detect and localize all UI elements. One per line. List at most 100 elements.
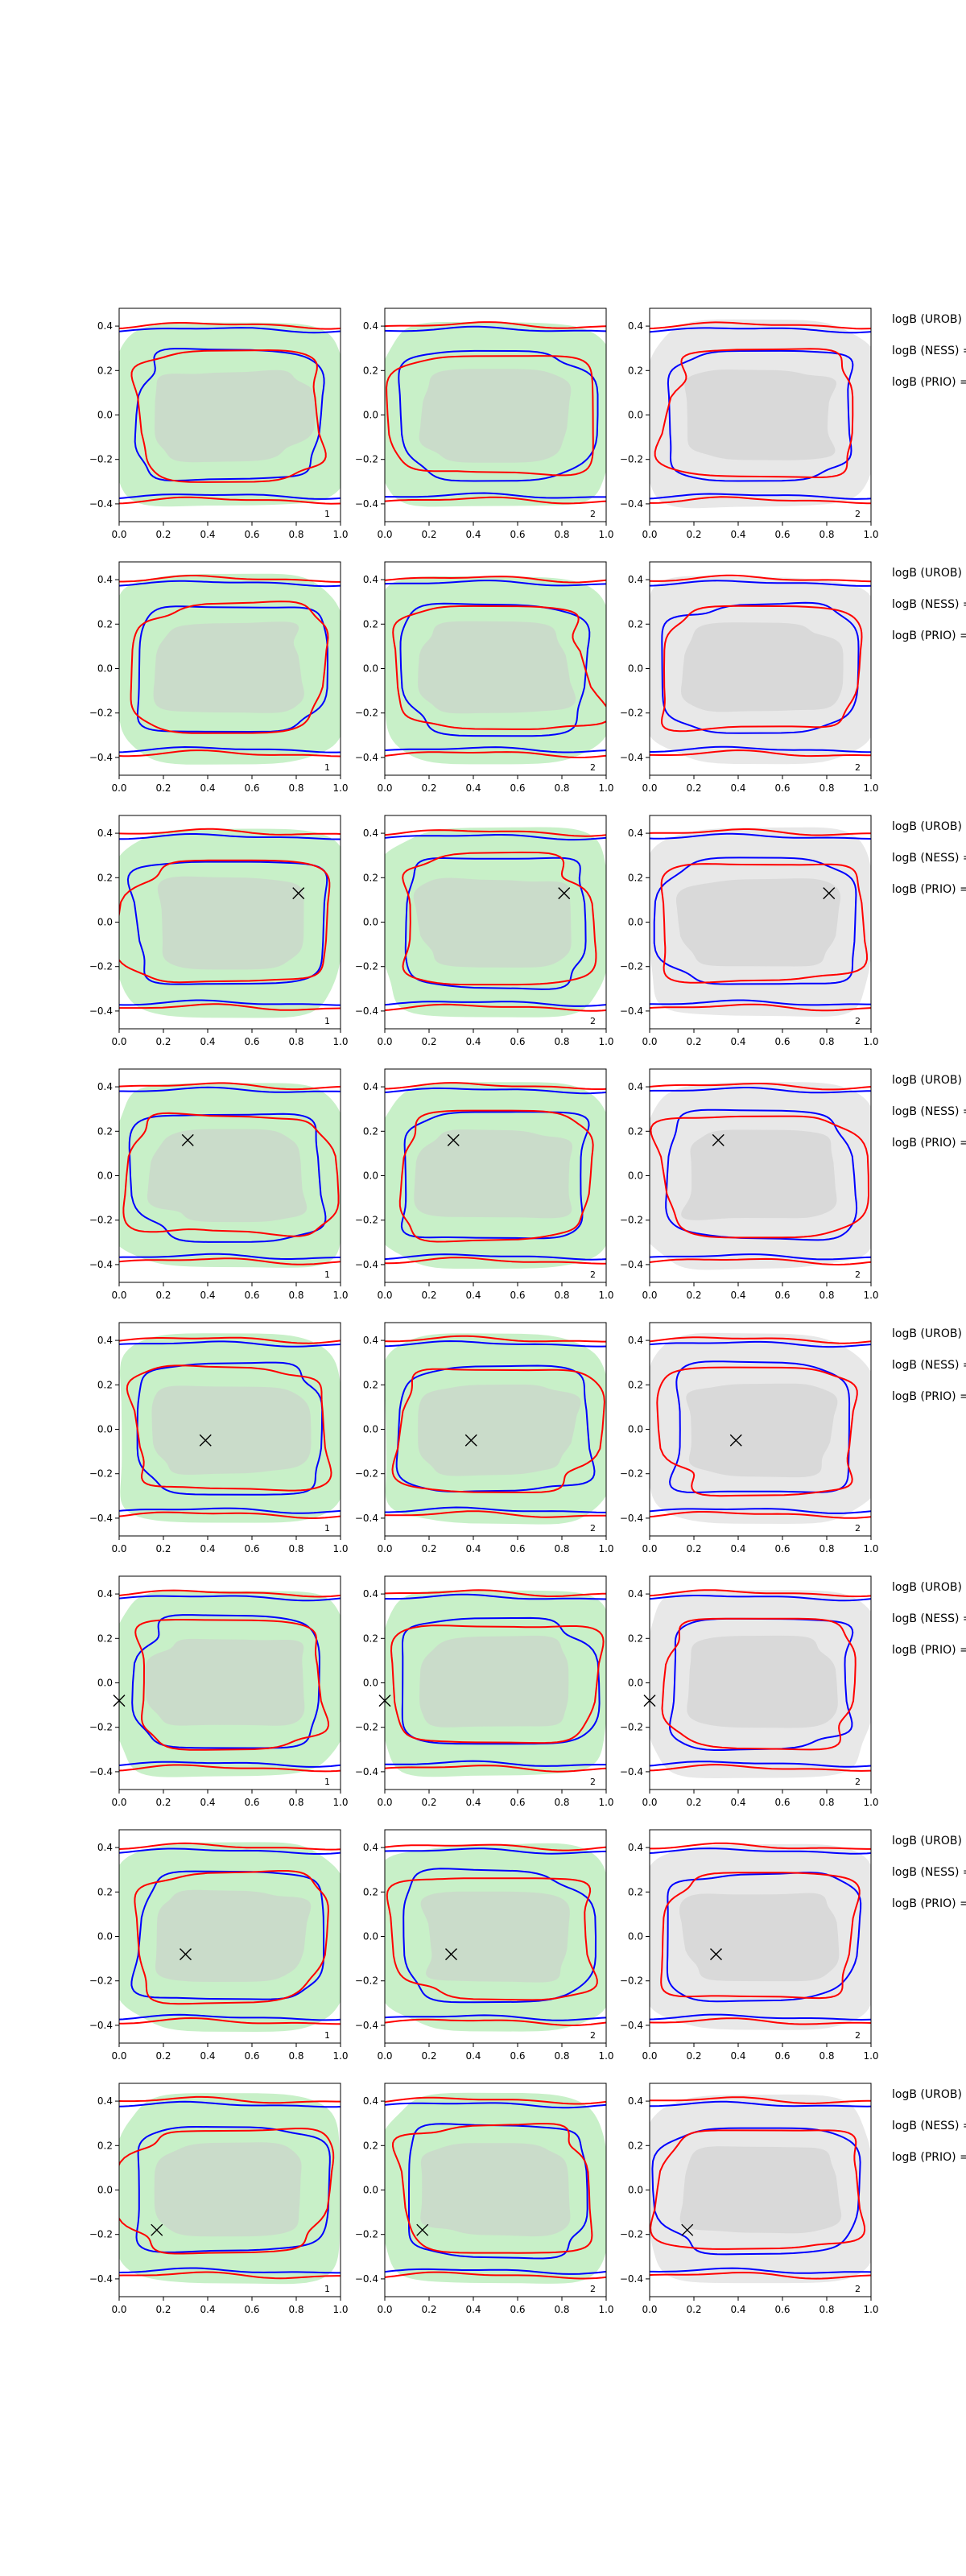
y-tick-label: 0.2 <box>363 1125 378 1137</box>
panel-number: 2 <box>590 762 596 773</box>
panel-plot-area <box>385 1589 606 1777</box>
x-tick-label: 0.4 <box>200 1543 215 1554</box>
red-contour-bottom <box>650 2017 871 2025</box>
marker-x <box>464 1434 477 1447</box>
x-tick-label: 0.4 <box>200 1036 215 1047</box>
y-tick-label: 0.2 <box>628 618 643 630</box>
panel-r2-c2: 2 0.4 0.2 0.0 −0.2 −0.4 0.0 0.2 0.4 0.6 0.8 1.0 <box>355 561 614 794</box>
y-tick-label: 0.4 <box>97 1588 113 1600</box>
logb-label: logB (UROB) = <box>892 313 966 326</box>
x-tick-label: 0.6 <box>774 2050 790 2062</box>
x-tick-label: 0.0 <box>642 529 657 540</box>
marker-stroke-b <box>681 2223 694 2236</box>
x-tick-label: 0.8 <box>288 782 303 794</box>
row-labels-r5: logB (UROB) = logB (NESS) = logB (PRIO) = <box>892 1327 966 1403</box>
panel-r2-c1: 1 0.4 0.2 0.0 −0.2 −0.4 0.0 0.2 0.4 0.6 0.8 1.0 <box>89 561 349 794</box>
x-tick-label: 0.2 <box>421 1797 436 1808</box>
x-tick-label: 0.2 <box>686 2304 701 2315</box>
logb-label: logB (PRIO) = <box>892 376 966 389</box>
marker-x <box>712 1133 724 1146</box>
y-tick-label: −0.4 <box>355 1766 378 1777</box>
x-tick-label: 0.8 <box>819 2304 834 2315</box>
inner-region <box>676 878 840 967</box>
panel-number: 2 <box>590 1269 596 1280</box>
row-labels-r2: logB (UROB) = logB (NESS) = logB (PRIO) = <box>892 567 966 642</box>
y-tick-label: 0.0 <box>363 2185 378 2196</box>
y-tick-label: −0.4 <box>620 1766 643 1777</box>
y-tick-label: 0.2 <box>628 872 643 883</box>
y-tick-label: −0.4 <box>620 752 643 763</box>
y-tick-label: 0.0 <box>363 1424 378 1435</box>
red-contour-bottom <box>650 496 871 505</box>
red-contour-inner <box>650 1115 870 1239</box>
x-tick-label: 0.2 <box>155 1290 171 1301</box>
x-tick-label: 0.8 <box>288 529 303 540</box>
marker-x <box>180 1948 192 1961</box>
red-contour-bottom <box>385 1257 606 1265</box>
y-tick-label: −0.2 <box>620 2229 643 2240</box>
red-contour-inner <box>661 1617 857 1751</box>
y-tick-label: −0.2 <box>89 708 113 719</box>
blue-contour-top <box>650 1595 871 1602</box>
y-tick-label: 0.0 <box>363 410 378 421</box>
row-labels-r3: logB (UROB) = logB (NESS) = logB (PRIO) = <box>892 820 966 896</box>
blue-contour-bottom <box>119 493 341 500</box>
panel-r3-c3: 2 0.4 0.2 0.0 −0.2 −0.4 0.0 0.2 0.4 0.6 0.8 1.0 <box>620 815 879 1047</box>
y-tick-label: 0.0 <box>628 1424 643 1435</box>
blue-contour-inner <box>401 1616 601 1745</box>
blue-contour-inner <box>404 857 587 990</box>
x-tick-label: 0.4 <box>465 1290 481 1301</box>
y-tick-label: 0.2 <box>628 1886 643 1897</box>
x-tick-label: 1.0 <box>863 782 878 794</box>
x-tick-label: 0.6 <box>774 1543 790 1554</box>
x-tick-label: 0.8 <box>288 1290 303 1301</box>
x-tick-label: 0.8 <box>288 1036 303 1047</box>
y-tick-label: 0.4 <box>628 1842 643 1853</box>
marker-stroke-b <box>712 1133 724 1146</box>
x-tick-label: 0.8 <box>554 2304 569 2315</box>
panel-r1-c1: 1 0.4 0.2 0.0 −0.2 −0.4 0.0 0.2 0.4 0.6 0.8 1.0 <box>89 308 349 540</box>
x-tick-label: 1.0 <box>332 1290 348 1301</box>
y-tick-label: −0.4 <box>355 752 378 763</box>
y-tick-label: 0.0 <box>363 1931 378 1942</box>
y-tick-label: −0.2 <box>620 961 643 972</box>
blue-contour-top <box>119 1340 341 1348</box>
panel-plot-area <box>385 1082 606 1269</box>
y-tick-label: −0.4 <box>355 2020 378 2031</box>
y-tick-label: 0.0 <box>628 1678 643 1689</box>
x-tick-label: 1.0 <box>598 2050 613 2062</box>
y-tick-label: 0.2 <box>628 2140 643 2151</box>
x-tick-label: 0.4 <box>200 1797 215 1808</box>
panel-number: 2 <box>590 1016 596 1026</box>
red-contour-bottom <box>385 1765 606 1773</box>
y-tick-label: 0.2 <box>97 2140 113 2151</box>
y-tick-label: 0.2 <box>363 365 378 376</box>
y-tick-label: −0.4 <box>620 1513 643 1524</box>
blue-contour-inner <box>130 1870 325 2000</box>
panel-plot-area <box>650 1842 871 2030</box>
y-tick-label: 0.0 <box>363 1170 378 1182</box>
blue-contour-inner <box>402 1868 597 2004</box>
logb-label: logB (NESS) = <box>892 345 966 357</box>
x-tick-label: 0.8 <box>554 1036 569 1047</box>
red-contour-inner <box>660 1872 861 2000</box>
blue-contour-bottom <box>385 492 606 499</box>
x-tick-label: 1.0 <box>332 2304 348 2315</box>
blue-contour-top <box>119 1086 341 1093</box>
x-tick-label: 0.8 <box>288 2050 303 2062</box>
blue-contour-top <box>385 1340 606 1348</box>
y-tick-label: 0.2 <box>628 365 643 376</box>
panel-plot-area <box>119 1333 341 1523</box>
panel-r7-c1: 1 0.4 0.2 0.0 −0.2 −0.4 0.0 0.2 0.4 0.6 0.8 1.0 <box>89 1829 349 2062</box>
blue-contour-top <box>650 327 871 334</box>
x-tick-label: 0.0 <box>111 2304 126 2315</box>
panel-plot-area <box>119 573 341 765</box>
red-contour-top <box>119 828 341 836</box>
y-tick-label: 0.2 <box>363 1633 378 1644</box>
red-contour-top <box>650 2096 871 2104</box>
panel-r5-c3: 2 0.4 0.2 0.0 −0.2 −0.4 0.0 0.2 0.4 0.6 0.8 1.0 <box>620 1322 879 1554</box>
red-contour-bottom <box>119 749 341 758</box>
logb-label: logB (NESS) = <box>892 1612 966 1625</box>
panel-number: 2 <box>855 2030 861 2041</box>
inner-region <box>681 622 844 712</box>
